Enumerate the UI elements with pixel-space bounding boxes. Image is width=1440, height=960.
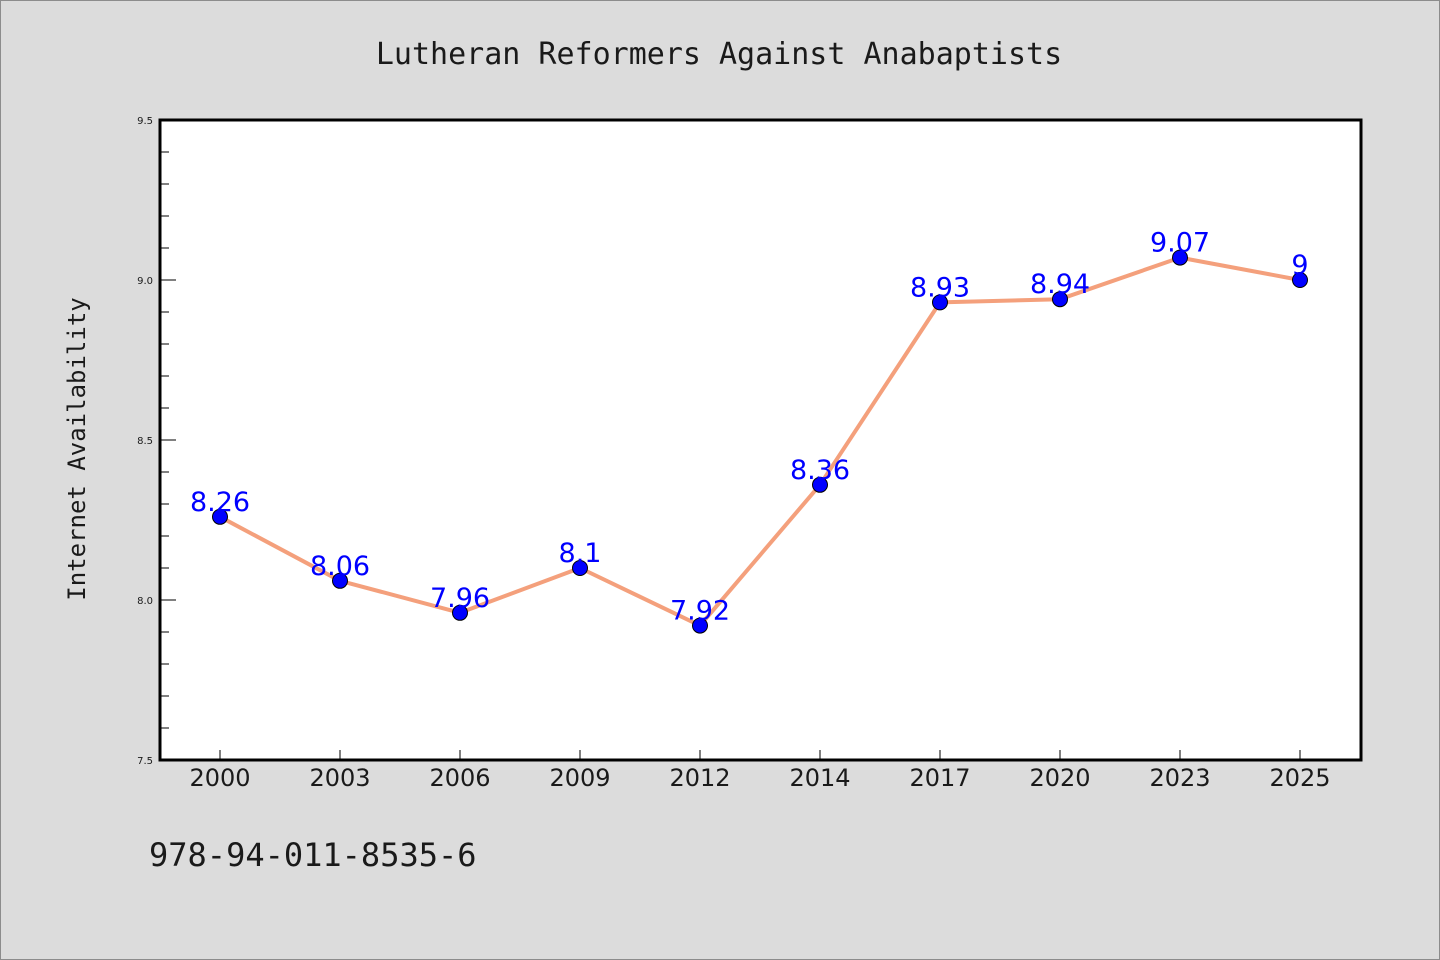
x-tick-label: 2003 [309, 764, 370, 792]
data-label: 8.36 [790, 455, 850, 486]
y-tick-label: 8.5 [137, 436, 153, 447]
data-label: 7.92 [670, 596, 730, 627]
y-axis-label: Internet Availability [63, 297, 91, 600]
data-point [332, 572, 348, 589]
x-tick-label: 2017 [909, 764, 970, 792]
data-point [1172, 249, 1188, 266]
data-point [692, 617, 708, 634]
x-tick-label: 2023 [1149, 764, 1210, 792]
plot-area [160, 120, 1361, 760]
data-point [212, 508, 228, 525]
y-tick-label: 8.0 [137, 596, 153, 607]
chart-title: Lutheran Reformers Against Anabaptists [376, 37, 1062, 72]
x-tick-label: 2014 [789, 764, 850, 792]
data-point [932, 294, 948, 311]
x-tick-label: 2012 [669, 764, 730, 792]
data-label: 8.06 [310, 551, 370, 582]
data-point [1052, 291, 1068, 308]
data-label: 9 [1291, 250, 1308, 281]
x-axis-ticks: 2000 2003 2006 2009 2012 2014 2017 2020 2023 2025 [189, 750, 1331, 792]
data-label: 8.93 [910, 272, 970, 303]
data-label: 8.26 [190, 487, 250, 518]
x-tick-label: 2025 [1269, 764, 1330, 792]
x-tick-label: 2006 [429, 764, 490, 792]
data-point [572, 560, 588, 576]
y-tick-label: 9.5 [137, 116, 153, 127]
y-tick-label: 9.0 [137, 276, 153, 287]
data-point [452, 604, 468, 621]
data-point [812, 476, 828, 493]
series-line [218, 255, 1302, 628]
data-labels: 8.26 8.06 7.96 8.1 7.92 8.36 8.93 8.94 9.07 9 [190, 228, 1309, 627]
x-tick-label: 2000 [189, 764, 250, 792]
plot-frame [158, 118, 1363, 762]
x-tick-label: 2020 [1029, 764, 1090, 792]
y-tick-label: 7.5 [137, 756, 153, 767]
data-point [1292, 272, 1308, 288]
data-label: 8.1 [559, 538, 602, 569]
data-label: 9.07 [1150, 228, 1210, 259]
data-markers [212, 249, 1308, 634]
x-tick-label: 2009 [549, 764, 610, 792]
isbn-footer: 978-94-011-8535-6 [149, 836, 477, 874]
data-label: 8.94 [1030, 269, 1090, 300]
data-label: 7.96 [430, 583, 490, 614]
